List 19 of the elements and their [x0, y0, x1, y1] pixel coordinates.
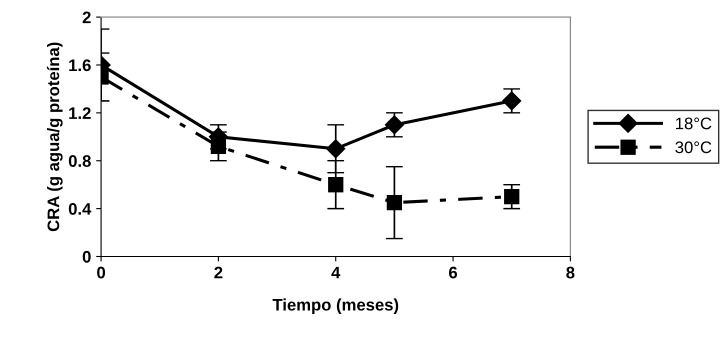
point — [210, 138, 226, 154]
y-tick-label: 0 — [82, 250, 91, 263]
x-tick-label: 2 — [214, 266, 222, 278]
y-axis-title: CRA (g agua/g proteína) — [46, 42, 63, 232]
y-tick-label: 2 — [82, 12, 91, 24]
point — [504, 189, 520, 204]
point — [386, 194, 402, 210]
x-axis-title: Tiempo (meses) — [272, 298, 398, 314]
legend-label: 30°C — [675, 141, 712, 154]
x-tick-label: 4 — [331, 266, 340, 278]
legend-label: 18°C — [676, 118, 712, 130]
y-tick-label: 1.2 — [69, 107, 91, 119]
x-tick-label: 0 — [97, 266, 106, 278]
x-tick-label: 6 — [449, 266, 458, 278]
point — [328, 177, 344, 192]
x-tick-label: 8 — [566, 266, 575, 278]
y-tick-label: 1.6 — [69, 59, 91, 72]
y-tick-label: 0.4 — [68, 203, 92, 215]
y-tick-label: 0.8 — [68, 155, 91, 167]
